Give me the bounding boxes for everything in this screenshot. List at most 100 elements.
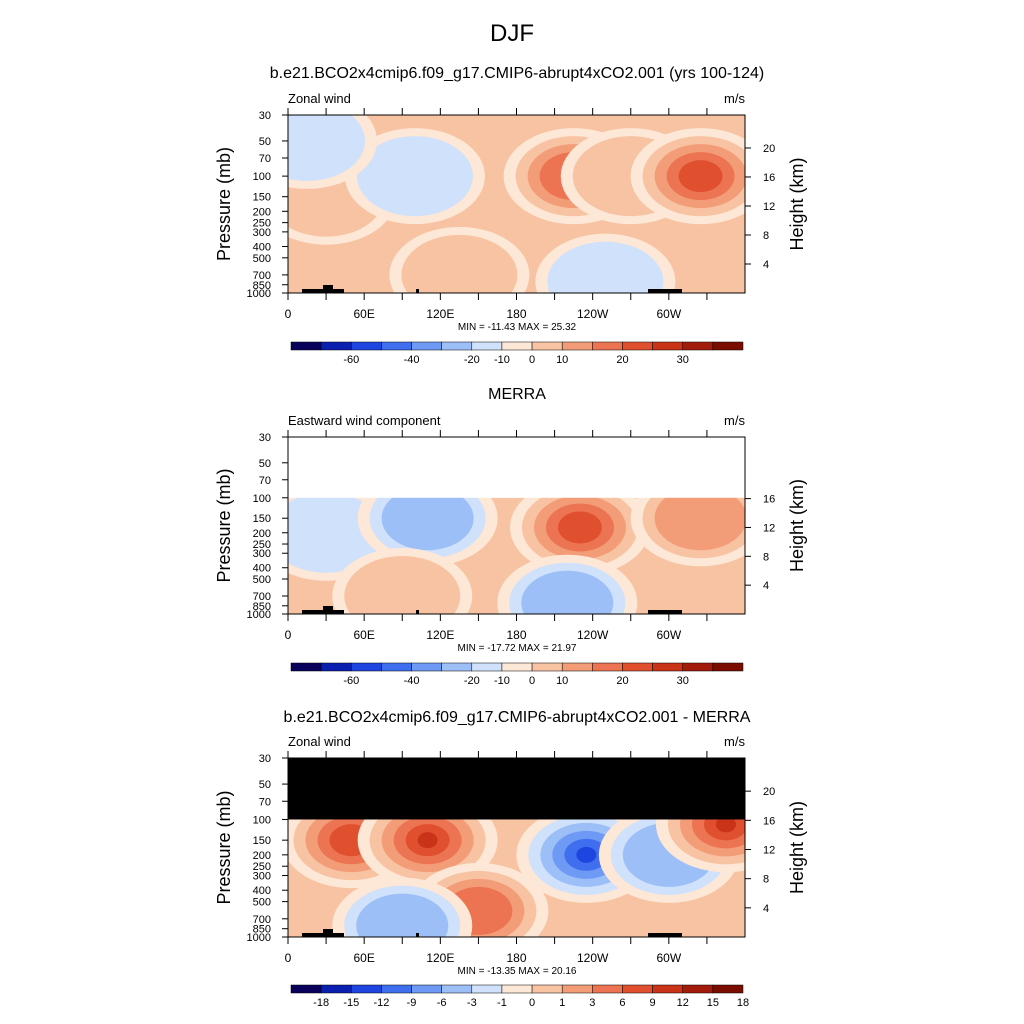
topography-mask (416, 610, 419, 614)
y-tick-label-right: 20 (763, 786, 775, 798)
y-tick-label-right: 20 (763, 143, 775, 155)
contour-region (547, 241, 664, 293)
colorbar-swatch (290, 341, 322, 351)
panel-title: MERRA (488, 386, 546, 403)
colorbar-swatch (682, 984, 714, 994)
contour-field (288, 437, 745, 614)
y-tick-label: 700 (253, 591, 271, 603)
colorbar-label: 12 (677, 997, 689, 1009)
colorbar-label: 30 (677, 675, 689, 687)
colorbar-label: 10 (556, 354, 568, 366)
contour-region (356, 893, 449, 937)
x-tick-label: 120E (426, 951, 454, 965)
colorbar-label: 20 (616, 354, 628, 366)
y-tick-label-right: 12 (763, 522, 775, 534)
colorbar-swatch (712, 984, 744, 994)
colorbar-swatch (411, 341, 442, 351)
y-tick-label-right: 16 (763, 172, 775, 184)
min-max-stats: MIN = -13.35 MAX = 20.16 (458, 966, 577, 977)
contour-region (654, 486, 745, 551)
x-tick-label: 60W (656, 628, 681, 642)
colorbar-swatch (351, 662, 382, 672)
y-tick-label-right: 12 (763, 844, 775, 856)
panel-title: b.e21.BCO2x4cmip6.f09_g17.CMIP6-abrupt4x… (284, 709, 751, 726)
y-tick-label-right: 4 (763, 903, 769, 915)
colorbar-swatch (320, 341, 352, 351)
topography-mask (416, 289, 419, 293)
contour-region (521, 570, 614, 614)
y-tick-label: 50 (259, 458, 271, 470)
y-tick-label: 1000 (247, 609, 271, 621)
topography-mask (323, 285, 333, 293)
colorbar-label: 18 (737, 997, 749, 1009)
y-tick-label: 70 (259, 475, 271, 487)
colorbar-swatch (381, 984, 412, 994)
panel-left-label: Zonal wind (288, 91, 351, 106)
x-tick-label: 120E (426, 628, 454, 642)
colorbar-label: 9 (650, 997, 656, 1009)
y-tick-label-right: 12 (763, 201, 775, 213)
y-tick-label: 50 (259, 779, 271, 791)
y-tick-label: 100 (253, 493, 271, 505)
y-tick-label: 500 (253, 253, 271, 265)
y-axis-label-right: Height (km) (787, 479, 807, 572)
colorbar-label: -3 (467, 997, 477, 1009)
x-tick-label: 60E (353, 951, 374, 965)
y-tick-label: 500 (253, 574, 271, 586)
y-tick-label-right: 16 (763, 494, 775, 506)
colorbar-swatch (561, 662, 593, 672)
y-tick-label: 300 (253, 548, 271, 560)
colorbar-swatch (592, 662, 623, 672)
colorbar-swatch (531, 341, 563, 351)
y-tick-label: 250 (253, 218, 271, 230)
x-tick-label: 60E (353, 628, 374, 642)
contour-region (678, 160, 723, 193)
colorbar-swatch (652, 341, 683, 351)
colorbar-swatch (290, 984, 322, 994)
topography-mask (416, 933, 419, 937)
units-label: m/s (724, 413, 745, 428)
colorbar-swatch (351, 984, 382, 994)
colorbar-label: 3 (589, 997, 595, 1009)
colorbar-swatch (712, 341, 744, 351)
colorbar-swatch (682, 341, 714, 351)
colorbar-label: -20 (464, 675, 480, 687)
colorbar-swatch (531, 984, 563, 994)
min-max-stats: MIN = -17.72 MAX = 21.97 (458, 643, 577, 654)
y-tick-label: 1000 (247, 288, 271, 300)
colorbar-swatch (411, 984, 442, 994)
colorbar-swatch (351, 341, 382, 351)
colorbar-swatch (652, 984, 683, 994)
colorbar-swatch (712, 662, 744, 672)
panel-left-label: Eastward wind component (288, 413, 441, 428)
colorbar-swatch (441, 984, 473, 994)
x-tick-label: 180 (506, 951, 526, 965)
colorbar-label: -1 (497, 997, 507, 1009)
colorbar-label: -9 (407, 997, 417, 1009)
y-tick-label: 70 (259, 153, 271, 165)
colorbar-swatch (592, 984, 623, 994)
x-tick-label: 180 (506, 307, 526, 321)
y-tick-label: 100 (253, 814, 271, 826)
y-tick-label: 400 (253, 241, 271, 253)
panel-2: MERRA Eastward wind component m/s 0 60E 120E 1… (214, 386, 807, 687)
contour-field (288, 115, 745, 293)
x-tick-label: 0 (285, 628, 292, 642)
y-tick-label: 200 (253, 528, 271, 540)
colorbar-swatch (381, 662, 412, 672)
y-tick-label: 850 (253, 924, 271, 936)
y-tick-label: 500 (253, 897, 271, 909)
y-tick-label: 400 (253, 563, 271, 575)
x-tick-label: 120W (577, 951, 609, 965)
y-axis-label: Pressure (mb) (214, 468, 234, 582)
y-tick-label: 250 (253, 539, 271, 551)
colorbar-label: -20 (464, 354, 480, 366)
panel-title: b.e21.BCO2x4cmip6.f09_g17.CMIP6-abrupt4x… (270, 65, 764, 82)
x-tick-label: 120W (577, 307, 609, 321)
min-max-stats: MIN = -11.43 MAX = 25.32 (458, 322, 577, 333)
colorbar-label: -40 (404, 675, 420, 687)
y-tick-label: 850 (253, 280, 271, 292)
missing-data-region (288, 758, 745, 820)
contour-region (288, 115, 366, 181)
